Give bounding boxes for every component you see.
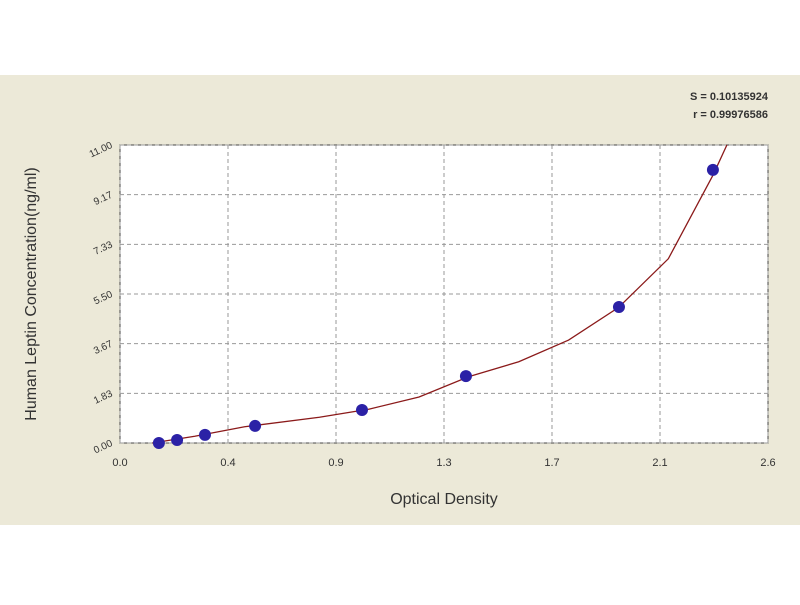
x-tick-label: 0.9 [328, 457, 343, 469]
data-point [249, 419, 262, 432]
data-point [198, 428, 211, 441]
data-point [152, 437, 165, 449]
x-axis-title: Optical Density [390, 491, 498, 508]
x-tick-label: 2.6 [760, 457, 775, 469]
annotation: S = 0.10135924 [690, 91, 769, 103]
annotation: r = 0.99976586 [693, 109, 768, 121]
x-tick-label: 2.1 [652, 457, 667, 469]
data-point [171, 434, 184, 447]
data-point [356, 403, 369, 416]
y-axis-title: Human Leptin Concentration(ng/ml) [23, 167, 40, 420]
data-point [459, 370, 472, 383]
x-tick-label: 0.0 [112, 457, 127, 469]
x-tick-label: 0.4 [220, 457, 235, 469]
x-tick-label: 1.7 [544, 457, 559, 469]
x-tick-label: 1.3 [436, 457, 451, 469]
data-point [706, 163, 719, 176]
data-point [612, 301, 625, 314]
